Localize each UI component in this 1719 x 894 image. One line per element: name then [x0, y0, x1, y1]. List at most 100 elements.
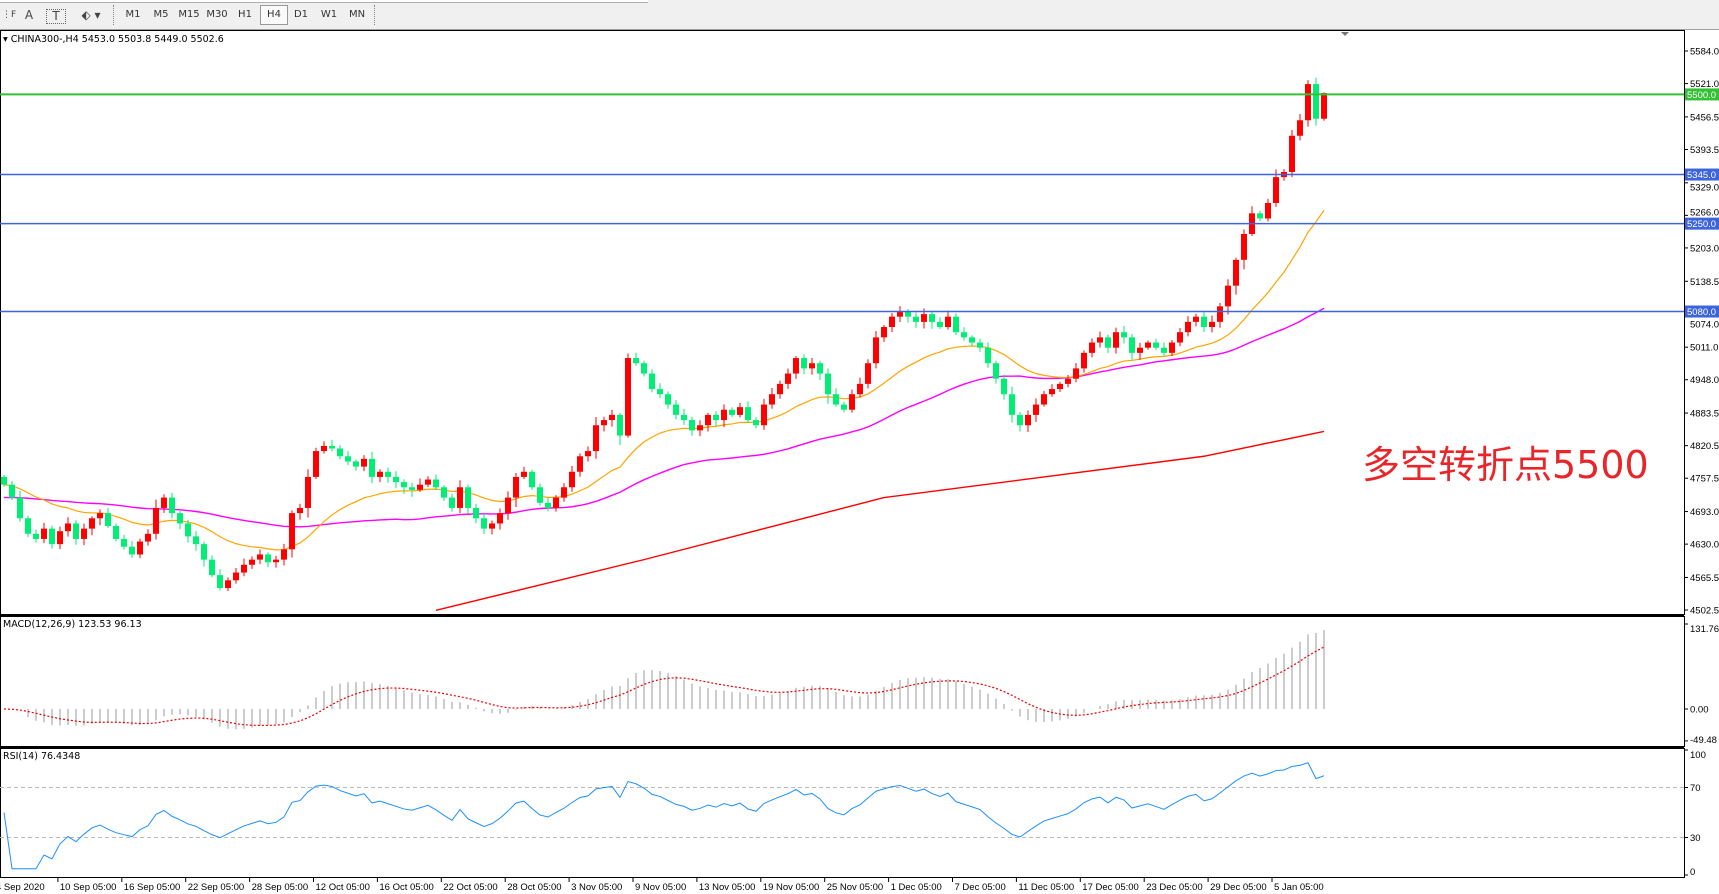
candle-down	[953, 316, 959, 333]
arrows-icon[interactable]: ⬖ ▾	[81, 8, 101, 22]
time-tick-label: 19 Nov 05:00	[763, 882, 820, 893]
candle-up	[97, 513, 103, 519]
candle-up	[241, 564, 247, 573]
candle-down	[801, 358, 807, 369]
candle-up	[849, 394, 855, 410]
candle-down	[481, 518, 487, 529]
candle-up	[1297, 120, 1303, 136]
price-tick-label: 4757.5	[1690, 474, 1719, 485]
candle-up	[505, 497, 511, 514]
candle-down	[753, 420, 759, 426]
candle-up	[1089, 342, 1095, 353]
candle-down	[729, 409, 735, 415]
candle-up	[857, 383, 863, 395]
text-label-icon[interactable]: T	[46, 9, 66, 24]
candle-up	[865, 363, 871, 384]
candle-down	[113, 526, 119, 539]
rsi-tick-label: 0	[1690, 867, 1695, 878]
candle-down	[177, 513, 183, 524]
timeframe-m1[interactable]: M1	[125, 9, 141, 20]
candle-down	[617, 414, 623, 436]
macd-tick-label: 0.00	[1690, 705, 1709, 716]
price-tick-label: 4693.0	[1690, 507, 1719, 518]
timeframe-mn[interactable]: MN	[348, 9, 366, 20]
time-tick-label: 16 Oct 05:00	[379, 882, 433, 893]
candle-down	[345, 456, 351, 462]
timeframe-m15[interactable]: M15	[178, 9, 200, 20]
timeframe-d1[interactable]: D1	[293, 9, 309, 20]
candle-up	[873, 337, 879, 364]
chart-annotation-text[interactable]: 多空转折点5500	[1362, 443, 1649, 487]
level-price-tag	[1685, 305, 1719, 318]
candle-up	[1025, 414, 1031, 426]
candle-up	[761, 404, 767, 426]
macd-panel-border	[0, 616, 1685, 747]
candle-up	[233, 572, 239, 581]
candle-up	[497, 513, 503, 524]
candle-down	[121, 538, 127, 547]
timeframe-h4[interactable]: H4	[260, 5, 288, 25]
symbol-ohlc: CHINA300-,H4 5453.0 5503.8 5449.0 5502.6	[10, 34, 224, 45]
text-icon[interactable]: A	[24, 8, 34, 22]
level-price-label: 5080.0	[1687, 307, 1716, 318]
candle-down	[1153, 342, 1159, 348]
candle-down	[817, 363, 823, 374]
time-tick-label: 3 Nov 05:00	[571, 882, 622, 893]
time-tick-label: 12 Oct 05:00	[316, 882, 370, 893]
time-tick-label: 9 Nov 05:00	[635, 882, 686, 893]
candle-down	[169, 497, 175, 514]
candle-up	[321, 445, 327, 452]
candle-up	[313, 451, 319, 477]
candle-up	[257, 554, 263, 560]
candle-down	[337, 448, 343, 457]
candle-down	[185, 523, 191, 537]
candle-up	[897, 311, 903, 317]
candle-down	[913, 316, 919, 322]
candle-up	[1081, 352, 1087, 369]
level-price-label: 5345.0	[1687, 170, 1716, 181]
symbol-info: ▾ CHINA300-,H4 5453.0 5503.8 5449.0 5502…	[3, 34, 224, 45]
fibonacci-icon[interactable]: ⋮F	[2, 10, 17, 20]
candle-up	[281, 549, 287, 560]
time-tick-label: 1 Dec 05:00	[891, 882, 942, 893]
price-tick-label: 5393.5	[1690, 145, 1719, 156]
candle-down	[841, 404, 847, 410]
candle-down	[369, 458, 375, 477]
level-price-label: 5500.0	[1687, 90, 1716, 101]
candle-down	[825, 373, 831, 395]
candle-down	[713, 414, 719, 421]
ma-mid-line	[3, 307, 1325, 528]
price-tick-label: 5011.0	[1690, 343, 1718, 354]
timeframe-m30[interactable]: M30	[206, 9, 228, 20]
candle-down	[641, 363, 647, 374]
candle-up	[777, 383, 783, 395]
candle-up	[161, 497, 167, 508]
candle-down	[1, 476, 7, 485]
macd-tick-label: 131.76	[1690, 624, 1719, 635]
time-tick-label: 13 Nov 05:00	[699, 882, 756, 893]
candle-up	[1185, 321, 1191, 333]
price-tick-label: 4630.0	[1690, 540, 1719, 551]
candle-up	[225, 580, 231, 589]
candle-up	[1265, 202, 1271, 219]
price-tick-label: 5584.0	[1690, 47, 1719, 58]
candle-up	[553, 497, 559, 508]
price-tick-label: 5266.0	[1690, 208, 1719, 219]
candle-up	[1145, 342, 1151, 348]
candle-down	[1257, 213, 1263, 219]
time-tick-label: 28 Sep 05:00	[252, 882, 309, 893]
candle-down	[401, 482, 407, 488]
candle-up	[1305, 84, 1311, 121]
candle-up	[561, 487, 567, 498]
candle-up	[1113, 332, 1119, 348]
timeframe-w1[interactable]: W1	[320, 9, 338, 20]
timeframe-m5[interactable]: M5	[153, 9, 169, 20]
candle-up	[57, 531, 63, 545]
timeframe-h1[interactable]: H1	[238, 9, 252, 20]
chart-area[interactable]: 5584.0 5521.0 5456.5 5393.5 5329.0 5266.0 5203…	[0, 30, 1719, 894]
price-tick-label: 4820.5	[1690, 441, 1719, 452]
candle-down	[633, 358, 639, 364]
candle-up	[153, 507, 159, 534]
candle-down	[961, 332, 967, 338]
candle-up	[737, 407, 743, 415]
